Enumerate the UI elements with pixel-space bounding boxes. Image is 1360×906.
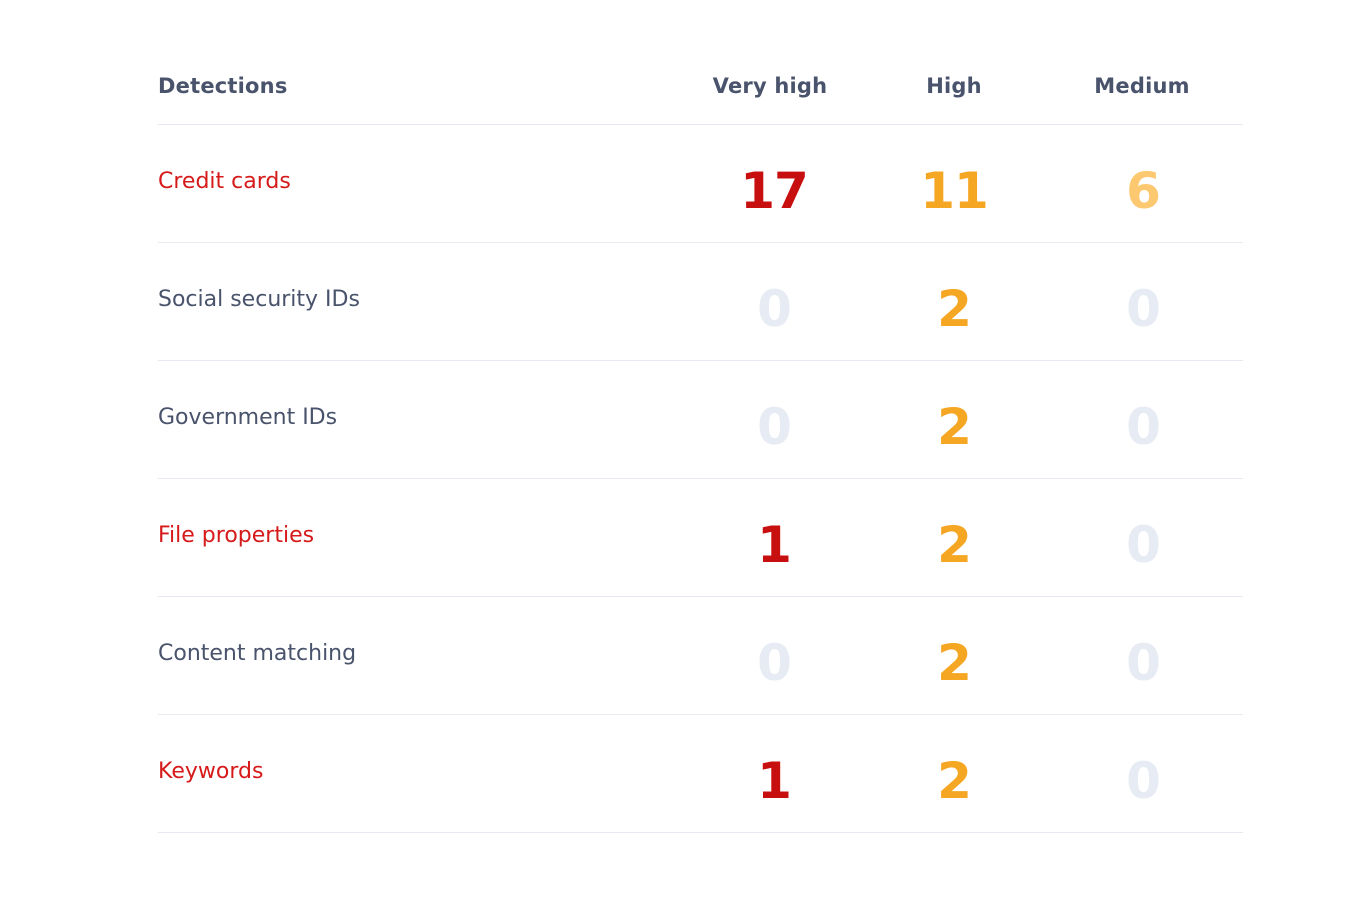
- table-row: Credit cards 17 11 6: [158, 125, 1243, 243]
- very-high-count: 0: [757, 280, 792, 338]
- very-high-count: 17: [740, 162, 809, 220]
- medium-count: 0: [1126, 752, 1161, 810]
- medium-count: 6: [1126, 162, 1161, 220]
- header-very-high: Very high: [712, 74, 828, 98]
- header-high: High: [926, 74, 982, 98]
- header-medium: Medium: [1094, 74, 1190, 98]
- medium-count: 0: [1126, 516, 1161, 574]
- table-header: Detections Very high High Medium: [158, 50, 1243, 125]
- row-label: Keywords: [158, 759, 264, 784]
- table-row: Keywords 1 2 0: [158, 715, 1243, 833]
- row-label: File properties: [158, 523, 315, 548]
- very-high-count: 1: [757, 752, 792, 810]
- detections-table: Detections Very high High Medium Credit …: [158, 50, 1243, 833]
- table-row: Government IDs 0 2 0: [158, 361, 1243, 479]
- high-count: 2: [937, 280, 972, 338]
- very-high-count: 0: [757, 398, 792, 456]
- row-label: Government IDs: [158, 405, 338, 430]
- medium-count: 0: [1126, 634, 1161, 692]
- medium-count: 0: [1126, 398, 1161, 456]
- table-row: Content matching 0 2 0: [158, 597, 1243, 715]
- very-high-count: 0: [757, 634, 792, 692]
- high-count: 2: [937, 634, 972, 692]
- very-high-count: 1: [757, 516, 792, 574]
- table-row: File properties 1 2 0: [158, 479, 1243, 597]
- high-count: 2: [937, 752, 972, 810]
- header-detections: Detections: [158, 74, 288, 98]
- high-count: 2: [937, 516, 972, 574]
- high-count: 2: [937, 398, 972, 456]
- row-label: Social security IDs: [158, 287, 360, 312]
- row-label: Credit cards: [158, 169, 291, 194]
- medium-count: 0: [1126, 280, 1161, 338]
- row-label: Content matching: [158, 641, 357, 666]
- high-count: 11: [920, 162, 989, 220]
- table-row: Social security IDs 0 2 0: [158, 243, 1243, 361]
